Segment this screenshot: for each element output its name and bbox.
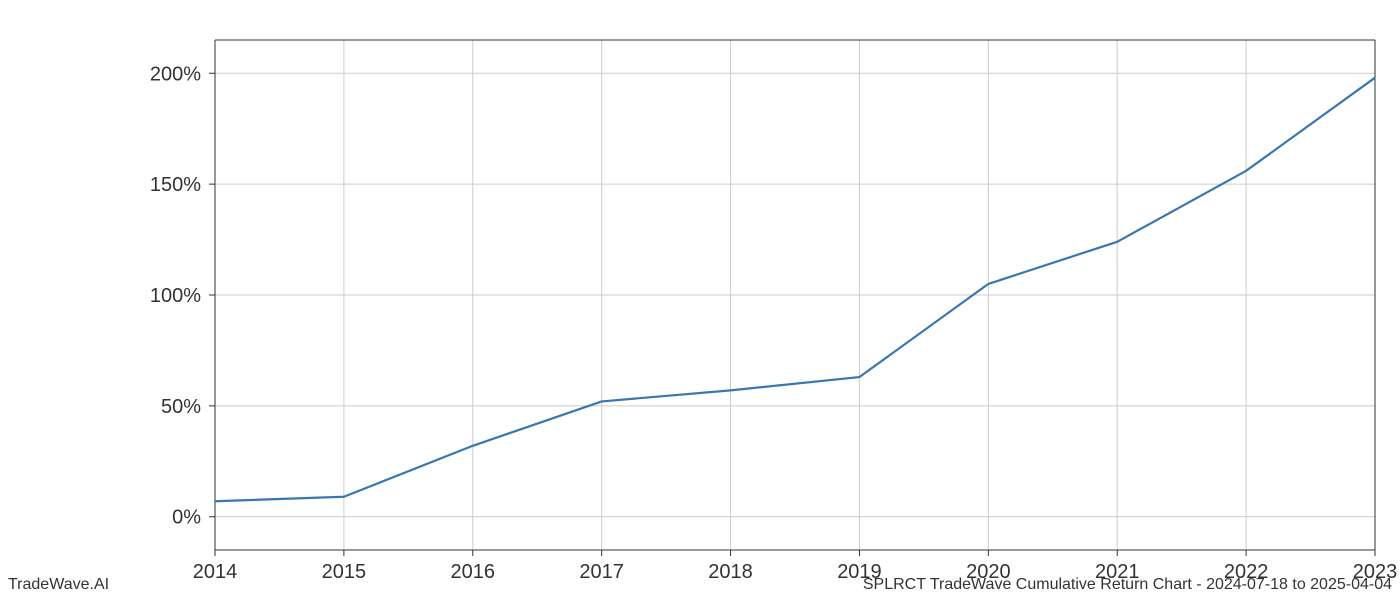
return-series-line (215, 78, 1375, 502)
y-tick-label: 200% (150, 63, 201, 85)
y-tick-label: 0% (172, 507, 201, 529)
y-tick-label: 100% (150, 285, 201, 307)
x-tick-label: 2017 (579, 561, 624, 583)
chart-container: 2014201520162017201820192020202120222023… (0, 0, 1400, 600)
line-chart: 2014201520162017201820192020202120222023… (0, 0, 1400, 600)
y-tick-label: 150% (150, 174, 201, 196)
footer-caption: SPLRCT TradeWave Cumulative Return Chart… (863, 576, 1392, 594)
footer-brand: TradeWave.AI (8, 576, 109, 594)
x-tick-label: 2018 (708, 561, 753, 583)
y-tick-label: 50% (161, 396, 201, 418)
x-tick-label: 2015 (322, 561, 367, 583)
x-tick-label: 2016 (451, 561, 496, 583)
x-tick-label: 2014 (193, 561, 238, 583)
